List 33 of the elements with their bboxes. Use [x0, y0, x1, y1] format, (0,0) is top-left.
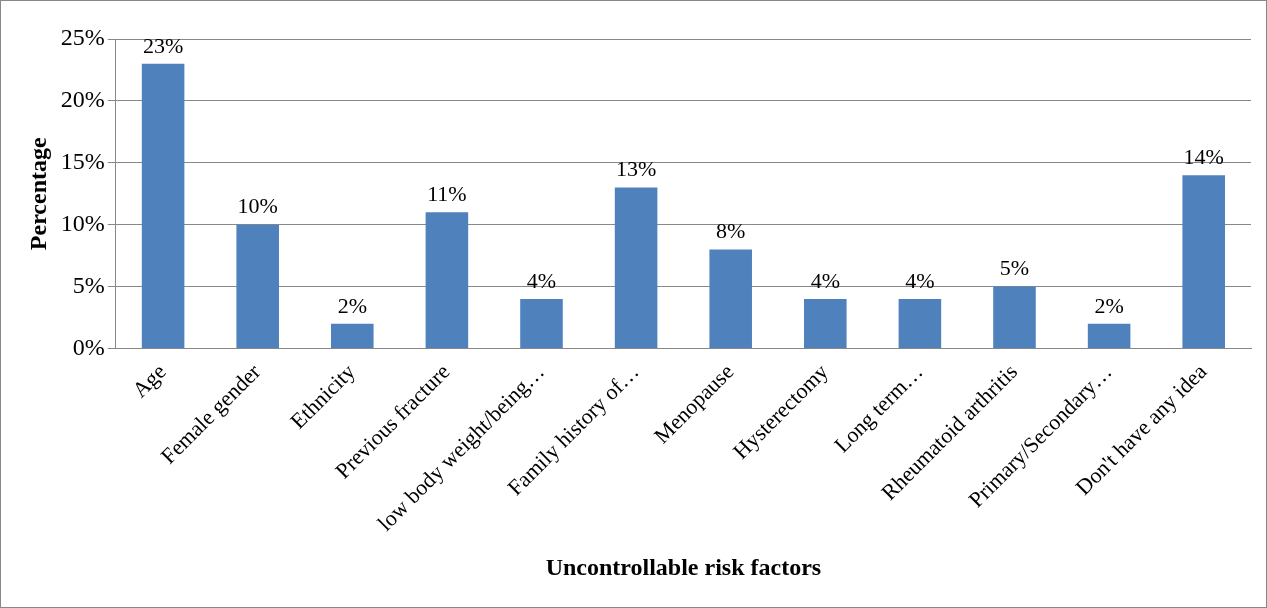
data-label: 2% — [1094, 292, 1124, 318]
bar — [141, 63, 185, 349]
data-label: 2% — [337, 292, 367, 318]
data-label: 14% — [1183, 143, 1224, 169]
data-label: 11% — [427, 181, 467, 207]
data-label: 4% — [810, 267, 840, 293]
y-tick-label: 5% — [72, 271, 105, 298]
bar — [1182, 175, 1225, 349]
bar — [709, 249, 752, 349]
y-tick-label: 15% — [60, 148, 105, 175]
bar — [1087, 323, 1131, 349]
x-tick-label: Age — [127, 358, 171, 403]
data-label: 8% — [716, 218, 746, 244]
bar — [993, 286, 1036, 349]
data-label: 4% — [905, 267, 935, 293]
bar — [804, 299, 847, 349]
bar — [898, 299, 942, 349]
data-label: 13% — [615, 156, 657, 182]
bar — [520, 299, 563, 349]
data-label: 4% — [526, 267, 557, 293]
x-axis-title: Uncontrollable risk factors — [545, 553, 822, 580]
bar — [614, 187, 658, 349]
bar — [331, 323, 374, 349]
y-tick-label: 10% — [60, 210, 105, 237]
bar — [236, 224, 279, 349]
data-label: 23% — [142, 32, 184, 58]
y-tick-label: 0% — [72, 333, 105, 360]
bar — [425, 212, 469, 349]
data-label: 5% — [999, 255, 1030, 281]
y-tick-label: 25% — [60, 24, 105, 51]
y-tick-label: 20% — [60, 86, 105, 113]
y-axis-title: Percentage — [24, 137, 51, 251]
data-label: 10% — [237, 193, 278, 219]
